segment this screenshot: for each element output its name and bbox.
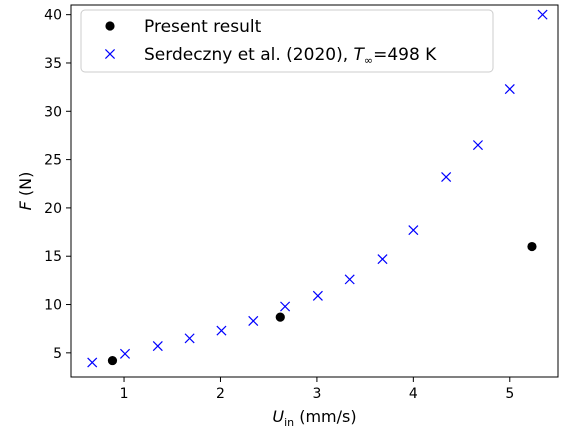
legend-marker-present-result — [105, 21, 115, 31]
data-point-serdeczny — [119, 348, 131, 359]
data-point-serdeczny — [280, 301, 291, 312]
y-tick-label: 20 — [44, 201, 62, 217]
data-point-serdeczny — [344, 274, 355, 285]
data-point-serdeczny — [312, 290, 323, 301]
x-tick-label: 2 — [216, 386, 225, 402]
data-point-serdeczny — [87, 357, 98, 368]
data-point-serdeczny — [248, 315, 259, 326]
legend: Present result Serdeczny et al. (2020), … — [80, 9, 494, 73]
legend-entry-serdeczny-sub: ∞ — [364, 54, 373, 67]
y-tick-label: 35 — [44, 56, 62, 72]
data-point-serdeczny — [184, 333, 195, 344]
y-axis-label-main: F — [16, 200, 35, 210]
y-axis-label: F (N) — [16, 172, 35, 211]
y-axis-ticks: 5 10 15 20 25 30 35 40 — [44, 8, 71, 362]
x-tick-label: 4 — [409, 386, 418, 402]
data-point-serdeczny — [537, 9, 548, 20]
data-point-present-result — [527, 241, 537, 252]
plot-frame — [70, 4, 559, 378]
data-point-present-result — [107, 355, 118, 366]
data-point-present-result — [275, 312, 285, 322]
legend-entry-serdeczny-t: T — [354, 45, 366, 65]
data-point-serdeczny — [152, 341, 163, 352]
legend-entry-serdeczny-name: Serdeczny et al. (2020), — [144, 45, 354, 65]
legend-marker-cross — [104, 48, 116, 60]
data-point-serdeczny — [441, 171, 452, 183]
legend-marker-dot — [105, 21, 115, 31]
data-point-serdeczny — [377, 254, 388, 265]
plot-marks — [87, 9, 548, 368]
data-point-serdeczny — [216, 325, 227, 336]
x-axis-ticks: 1 2 3 4 5 — [120, 377, 514, 402]
data-point-serdeczny — [504, 84, 515, 95]
legend-marker-serdeczny — [104, 48, 116, 60]
y-tick-label: 25 — [44, 153, 62, 169]
data-point-serdeczny — [472, 140, 483, 151]
legend-entry-serdeczny: Serdeczny et al. (2020), T∞=498 K — [144, 45, 437, 67]
legend-entry-present-result: Present result — [144, 17, 262, 37]
y-tick-label: 5 — [53, 346, 62, 362]
y-tick-label: 15 — [44, 249, 62, 265]
y-tick-label: 40 — [44, 8, 62, 24]
x-axis-label-main: U — [272, 407, 284, 426]
y-tick-label: 10 — [44, 298, 62, 314]
data-point-serdeczny — [408, 225, 419, 236]
series-0 — [107, 241, 537, 366]
y-axis-label-unit: (N) — [16, 172, 35, 202]
legend-entry-serdeczny-rest: =498 K — [373, 45, 437, 65]
legend-box — [80, 9, 494, 73]
x-axis-label: Uin (mm/s) — [272, 407, 356, 429]
x-tick-label: 1 — [120, 386, 129, 402]
x-axis-label-sub: in — [284, 416, 294, 429]
x-tick-label: 3 — [312, 386, 321, 402]
x-axis-label-unit: (mm/s) — [294, 407, 356, 426]
x-tick-label: 5 — [505, 386, 514, 402]
series-1 — [87, 9, 548, 368]
y-tick-label: 30 — [44, 104, 62, 120]
